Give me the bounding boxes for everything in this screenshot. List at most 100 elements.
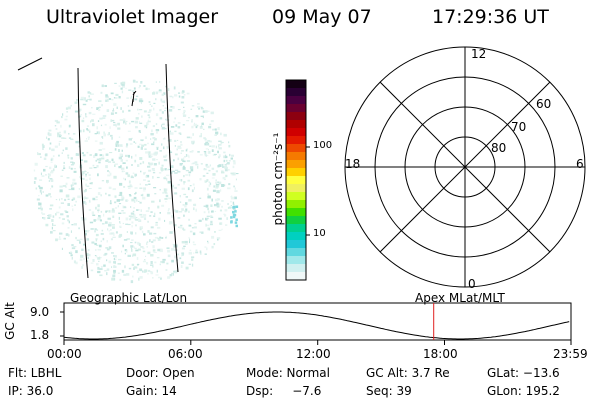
speckle-dot xyxy=(62,113,64,116)
speckle-dot xyxy=(150,133,154,136)
speckle-dot xyxy=(117,272,120,274)
speckle-dot xyxy=(113,233,115,236)
speckle-dot xyxy=(142,161,145,164)
speckle-dot xyxy=(178,92,181,94)
speckle-dot xyxy=(125,223,129,225)
speckle-dot xyxy=(138,249,141,251)
speckle-dot xyxy=(110,229,112,231)
xtick-label-00: 00:00 xyxy=(47,347,82,361)
speckle-dot xyxy=(89,182,92,185)
speckle-dot xyxy=(178,147,182,149)
speckle-dot xyxy=(133,267,135,270)
info-gc-alt: GC Alt: 3.7 Re xyxy=(366,366,450,380)
speckle-dot xyxy=(175,270,179,272)
speckle-dot xyxy=(49,208,52,210)
speckle-dot xyxy=(190,136,192,139)
speckle-dot xyxy=(165,154,168,157)
speckle-dot xyxy=(67,198,70,200)
speckle-dot xyxy=(138,243,141,246)
colorbar-band xyxy=(286,80,306,89)
speckle-dot xyxy=(164,168,167,171)
speckle-dot xyxy=(61,152,63,154)
speckle-dot xyxy=(99,274,103,277)
speckle-dot xyxy=(206,217,209,220)
speckle-dot xyxy=(200,252,202,255)
speckle-dot xyxy=(72,133,76,135)
speckle-dot xyxy=(92,113,96,115)
speckle-dot xyxy=(87,230,90,233)
speckle-dot xyxy=(90,182,93,185)
speckle-dot xyxy=(199,135,202,138)
speckle-dot xyxy=(211,210,214,213)
speckle-dot xyxy=(179,257,182,260)
speckle-dot xyxy=(99,256,101,259)
speckle-dot xyxy=(114,148,117,151)
speckle-dot xyxy=(221,200,224,202)
speckle-dot xyxy=(113,175,117,179)
speckle-dot xyxy=(168,151,173,153)
speckle-dot xyxy=(113,122,116,123)
speckle-dot xyxy=(189,238,191,242)
speckle-dot xyxy=(168,221,172,225)
speckle-dot xyxy=(131,164,133,166)
speckle-dot xyxy=(113,269,116,273)
speckle-dot xyxy=(137,241,140,245)
speckle-dot xyxy=(225,224,228,226)
speckle-dot xyxy=(140,226,143,229)
speckle-dot xyxy=(158,172,162,174)
speckle-dot xyxy=(136,257,139,260)
speckle-dot xyxy=(194,122,195,125)
speckle-dot xyxy=(162,258,166,261)
speckle-dot xyxy=(174,192,178,195)
speckle-dot xyxy=(49,178,53,180)
speckle-dot xyxy=(229,207,231,209)
speckle-dot xyxy=(101,84,104,88)
speckle-dot xyxy=(62,149,64,152)
speckle-dot xyxy=(215,184,219,188)
speckle-dot xyxy=(128,187,131,189)
speckle-dot xyxy=(126,231,128,233)
speckle-dot xyxy=(63,237,66,240)
speckle-dot xyxy=(159,212,161,214)
speckle-dot xyxy=(189,151,193,153)
colorbar-band xyxy=(286,216,306,225)
speckle-dot xyxy=(120,159,123,162)
speckle-dot xyxy=(100,240,102,243)
speckle-dot xyxy=(120,87,123,90)
geo-latlon-label: Geographic Lat/Lon xyxy=(70,291,188,305)
speckle-dot xyxy=(120,199,124,201)
speckle-dot xyxy=(84,188,87,192)
speckle-dot xyxy=(82,200,86,204)
speckle-dot xyxy=(87,256,89,259)
speckle-dot xyxy=(114,263,116,265)
speckle-dot xyxy=(101,229,104,232)
speckle-dot xyxy=(123,120,126,123)
speckle-dot xyxy=(154,236,159,239)
speckle-dot xyxy=(92,123,95,127)
speckle-dot xyxy=(50,179,54,182)
speckle-dot xyxy=(216,190,220,194)
speckle-dot xyxy=(96,126,98,130)
speckle-dot xyxy=(131,90,135,92)
speckle-dot xyxy=(224,214,227,217)
speckle-dot xyxy=(158,89,162,91)
colorbar-band xyxy=(286,128,306,137)
speckle-dot xyxy=(233,185,235,188)
speckle-dot xyxy=(42,145,45,148)
speckle-dot xyxy=(208,125,212,129)
speckle-dot xyxy=(205,223,207,227)
speckle-dot xyxy=(153,140,155,142)
speckle-dot xyxy=(131,221,134,224)
speckle-dot xyxy=(129,184,132,187)
speckle-dot xyxy=(188,225,192,227)
speckle-dot xyxy=(49,147,51,150)
speckle-dot xyxy=(155,146,159,148)
speckle-dot xyxy=(86,125,90,127)
speckle-dot xyxy=(221,141,224,144)
speckle-dot xyxy=(129,217,133,219)
speckle-dot xyxy=(159,109,162,112)
speckle-dot xyxy=(217,238,219,241)
speckle-dot xyxy=(41,175,45,177)
speckle-dot xyxy=(89,200,91,203)
speckle-dot xyxy=(128,180,131,184)
